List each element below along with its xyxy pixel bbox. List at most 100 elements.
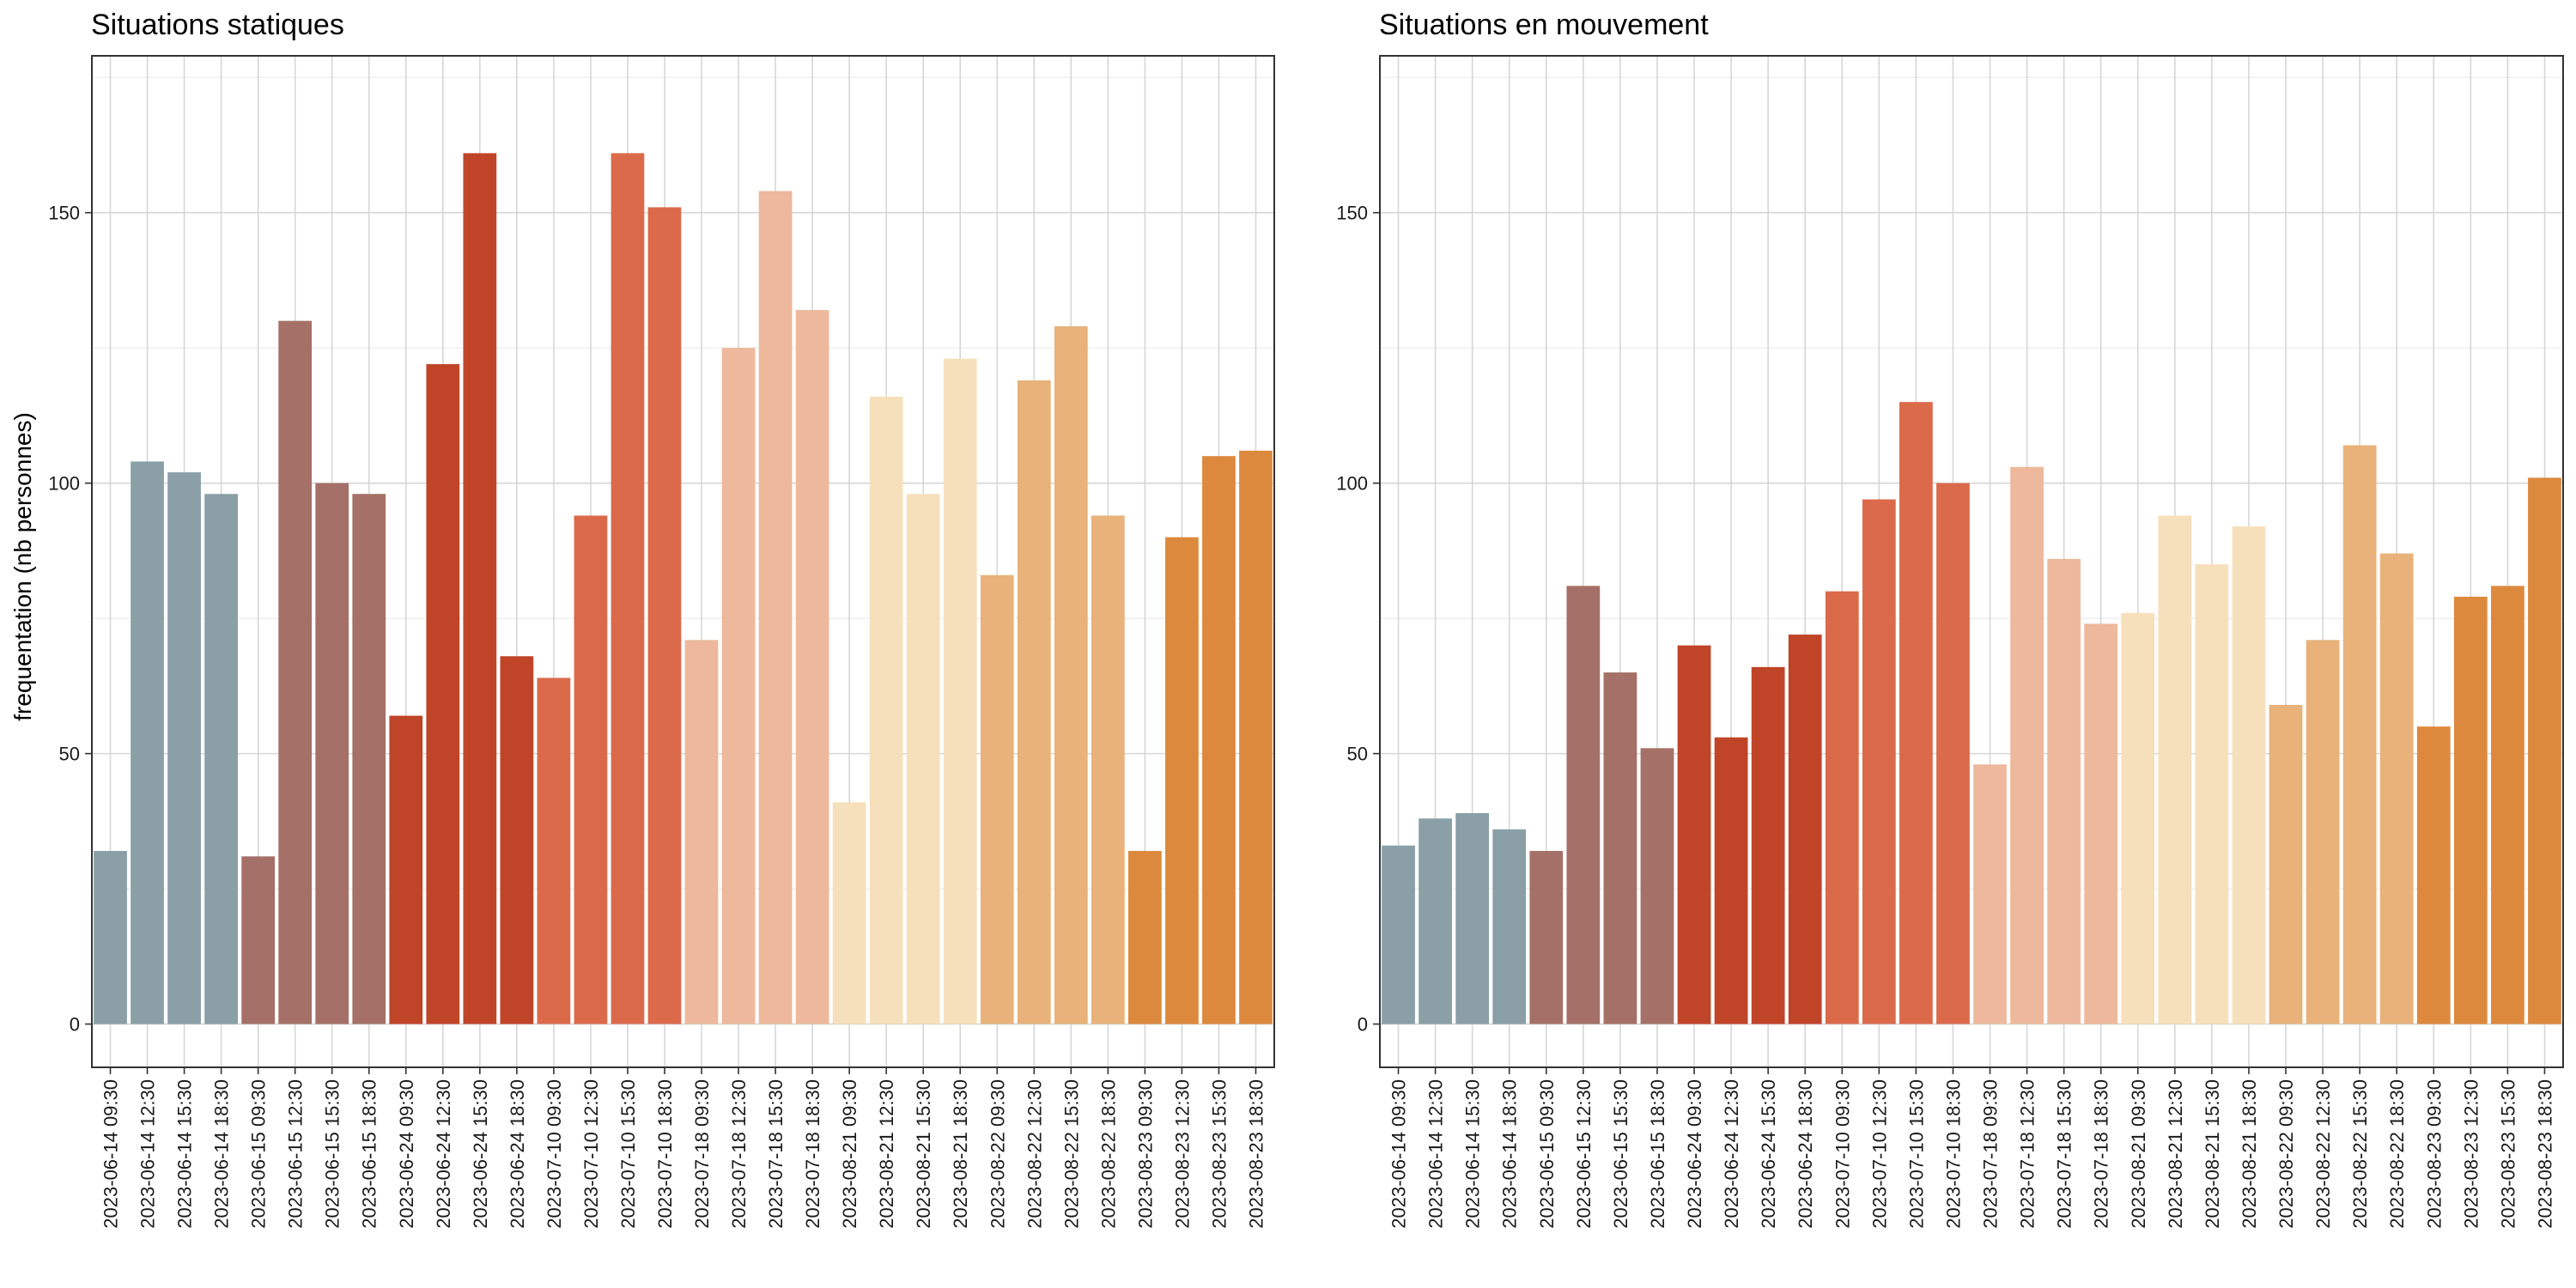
bar [2158,515,2192,1024]
x-tick-label: 2023-08-21 15:30 [2202,1079,2223,1229]
y-tick-label: 50 [1347,744,1368,765]
x-tick-label: 2023-08-21 18:30 [950,1079,971,1229]
bar [1751,666,1785,1024]
bar [1091,515,1125,1024]
x-tick-label: 2023-06-14 18:30 [1499,1079,1521,1229]
bar [2342,445,2377,1024]
bars [1382,402,2561,1024]
bar [426,364,460,1024]
y-tick-label: 150 [48,203,80,224]
bar [1419,818,1452,1024]
bar [1677,645,1711,1024]
x-tick-label: 2023-07-10 09:30 [544,1079,565,1229]
x-tick-label: 2023-07-18 09:30 [1980,1079,2002,1229]
y-tick-label: 0 [1358,1014,1368,1036]
x-tick-label: 2023-07-18 18:30 [802,1079,823,1229]
bar [2416,726,2451,1024]
x-tick-label: 2023-08-21 18:30 [2239,1079,2260,1229]
x-tick-label: 2023-06-15 15:30 [322,1079,343,1229]
bar [2269,704,2303,1024]
x-tick-label: 2023-06-14 09:30 [100,1079,122,1229]
bar [2010,466,2044,1024]
bar [1973,764,2007,1024]
bar [352,494,386,1024]
bar [1492,829,1527,1024]
bar [463,153,497,1024]
x-tick-label: 2023-07-10 12:30 [580,1079,602,1229]
y-tick-label: 50 [59,744,80,765]
bar [2491,586,2524,1024]
bar [2306,640,2340,1024]
x-tick-label: 2023-06-24 15:30 [1758,1079,1779,1229]
x-tick-label: 2023-08-22 18:30 [1097,1079,1119,1229]
y-tick-label: 0 [70,1014,80,1036]
bar [2528,477,2561,1024]
x-tick-label: 2023-08-22 12:30 [2312,1079,2334,1229]
bar [2121,612,2155,1024]
bar [1603,672,1637,1024]
x-tick-label: 2023-06-15 15:30 [1610,1079,1631,1229]
x-tick-label: 2023-07-10 18:30 [654,1079,676,1229]
x-tick-label: 2023-07-10 18:30 [1942,1079,1964,1229]
x-tick-label: 2023-07-18 09:30 [691,1079,713,1229]
x-tick-label: 2023-06-14 15:30 [174,1079,196,1229]
y-axis-label: frequentation (nb personnes) [9,412,36,721]
bar [1640,748,1674,1024]
panel-border [1379,55,2564,1068]
x-tick-label: 2023-08-22 15:30 [2349,1079,2371,1229]
x-tick-label: 2023-06-24 15:30 [470,1079,491,1229]
bar [2379,553,2414,1024]
x-tick-label: 2023-08-23 09:30 [1134,1079,1156,1229]
bar [1017,380,1051,1024]
bar [1899,402,1933,1024]
bar [204,494,238,1024]
bar [869,396,903,1024]
x-tick-label: 2023-07-18 15:30 [2054,1079,2075,1229]
y-tick-label: 150 [1336,203,1368,224]
x-tick-label: 2023-06-24 09:30 [1684,1079,1705,1229]
panel-title: Situations statiques [91,9,344,41]
x-tick-label: 2023-08-22 12:30 [1024,1079,1045,1229]
bar [1202,456,1236,1024]
bar [574,515,608,1024]
x-tick-label: 2023-06-15 18:30 [359,1079,380,1229]
x-tick-label: 2023-06-14 18:30 [211,1079,233,1229]
x-tick-label: 2023-08-23 15:30 [2497,1079,2518,1229]
x-tick-label: 2023-06-24 12:30 [1721,1079,1742,1229]
x-tick-label: 2023-08-21 12:30 [2165,1079,2186,1229]
bar [1128,851,1162,1024]
bar [1825,591,1859,1024]
bar [647,207,682,1024]
bar [2047,558,2081,1024]
x-tick-label: 2023-06-24 09:30 [396,1079,417,1229]
bar [1054,325,1088,1024]
x-tick-label: 2023-08-22 18:30 [2386,1079,2408,1229]
x-tick-label: 2023-07-18 12:30 [2017,1079,2038,1229]
bar [94,851,127,1024]
x-tick-label: 2023-06-14 09:30 [1388,1079,1410,1229]
bar [1529,851,1564,1024]
x-tick-label: 2023-06-15 18:30 [1647,1079,1668,1229]
panel-title: Situations en mouvement [1379,9,1709,41]
x-tick-label: 2023-06-14 12:30 [137,1079,159,1229]
x-tick-label: 2023-08-21 15:30 [913,1079,934,1229]
x-tick-label: 2023-06-24 18:30 [1795,1079,1816,1229]
x-tick-label: 2023-08-21 09:30 [2128,1079,2149,1229]
panel-border [91,55,1275,1068]
bar [684,640,719,1024]
x-tick-label: 2023-07-18 18:30 [2091,1079,2112,1229]
bar [1788,635,1822,1024]
bar [832,802,866,1024]
bar [241,856,276,1024]
bar [1936,483,1970,1024]
bar [2084,623,2118,1024]
x-tick-label: 2023-06-15 12:30 [285,1079,307,1229]
y-tick-label: 100 [1336,473,1368,495]
x-tick-label: 2023-08-23 12:30 [1171,1079,1193,1229]
x-tick-label: 2023-07-10 15:30 [1905,1079,1927,1229]
bar [537,677,571,1024]
x-tick-label: 2023-06-15 12:30 [1573,1079,1595,1229]
x-tick-label: 2023-08-23 09:30 [2423,1079,2445,1229]
bar [167,472,201,1024]
bar [1382,845,1415,1024]
